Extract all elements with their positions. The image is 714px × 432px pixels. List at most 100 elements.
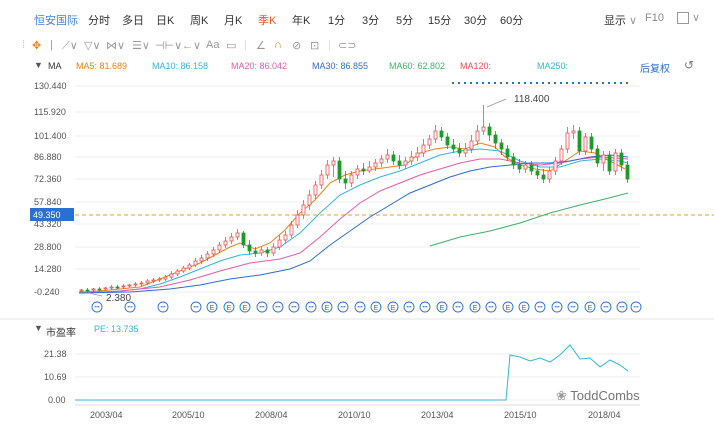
fibonacci-tool-icon[interactable]: ☰∨ — [132, 40, 150, 52]
candle-body — [229, 236, 234, 242]
hide-drawings-icon[interactable]: ⊘ — [292, 40, 302, 52]
f10-button[interactable]: F10 — [645, 12, 664, 24]
earnings-event-icon[interactable] — [469, 301, 481, 313]
candle-body — [361, 168, 366, 172]
ma60-line — [429, 192, 629, 247]
ma250-value: MA250: — [537, 61, 569, 71]
comment-tool-icon[interactable]: ▭ — [226, 40, 237, 52]
line-tool-icon[interactable]: ⟋∨ — [62, 40, 78, 52]
news-event-icon[interactable] — [272, 301, 284, 313]
layout-dropdown[interactable]: ∨ — [677, 11, 701, 25]
event-glyph: ••• — [422, 305, 428, 311]
news-event-icon[interactable] — [124, 301, 136, 313]
pe-tick: 10.69 — [44, 372, 67, 382]
news-event-icon[interactable] — [567, 301, 579, 313]
tab-intraday[interactable]: 分时 — [88, 15, 110, 27]
crosshair-move-icon[interactable]: ✥ — [32, 40, 42, 52]
news-event-icon[interactable] — [256, 301, 268, 313]
tab-15min[interactable]: 15分 — [428, 15, 452, 27]
earnings-event-icon[interactable] — [584, 301, 596, 313]
earnings-event-icon[interactable] — [223, 301, 235, 313]
candle-body — [553, 160, 558, 172]
link-icon[interactable]: ⊂⊃ — [338, 40, 357, 52]
earnings-event-icon[interactable] — [206, 301, 218, 313]
tab-60min[interactable]: 60分 — [500, 15, 524, 27]
news-event-icon[interactable] — [157, 301, 169, 313]
tool-divider: | — [328, 39, 331, 51]
event-glyph: ••• — [127, 305, 133, 311]
arrow-tool-icon[interactable]: ←∨ — [182, 40, 202, 52]
event-markers: ••• ••• ••• ••• E E E ••• ••• ••• ••• E ••• ••• E E ••• •… — [91, 301, 642, 313]
news-event-icon[interactable] — [485, 301, 497, 313]
earnings-event-icon[interactable] — [518, 301, 530, 313]
chevron-down-icon: ∨ — [689, 12, 701, 24]
candle-body — [487, 126, 492, 136]
news-event-icon[interactable] — [190, 301, 202, 313]
refresh-icon[interactable]: ↺ — [684, 58, 695, 72]
event-glyph: E — [506, 305, 511, 312]
tab-daily-k[interactable]: 日K — [156, 15, 175, 27]
news-event-icon[interactable] — [551, 301, 563, 313]
trash-icon[interactable]: ⊡ — [310, 40, 320, 52]
range-tool-icon[interactable]: ⊣⊢∨ — [155, 40, 183, 52]
collapse-triangle-icon[interactable]: ▼ — [34, 323, 43, 333]
event-glyph: E — [473, 305, 478, 312]
collapse-triangle-icon[interactable]: ▼ — [34, 60, 43, 70]
wave-tool-icon[interactable]: ⋈∨ — [106, 40, 126, 52]
tab-1min[interactable]: 1分 — [328, 15, 346, 27]
candle-body — [391, 154, 396, 162]
news-event-icon[interactable] — [600, 301, 612, 313]
stock-name: 恒安国际 — [34, 15, 78, 27]
adjust-dropdown[interactable]: 后复权 — [640, 64, 670, 75]
display-dropdown[interactable]: 显示 ∨ — [604, 12, 637, 28]
tab-multi-day[interactable]: 多日 — [122, 15, 144, 27]
earnings-event-icon[interactable] — [502, 301, 514, 313]
news-event-icon[interactable] — [419, 301, 431, 313]
candle-body — [433, 130, 438, 140]
tab-30min[interactable]: 30分 — [464, 15, 488, 27]
candle-body — [355, 168, 360, 176]
earnings-event-icon[interactable] — [370, 301, 382, 313]
event-glyph: ••• — [308, 305, 314, 311]
angle-tool-icon[interactable]: ∠ — [256, 40, 266, 52]
price-tick: -0.240 — [34, 287, 60, 297]
pe-label: 市盈率 — [46, 328, 76, 339]
earnings-event-icon[interactable] — [436, 301, 448, 313]
text-tool[interactable]: Aa — [206, 39, 220, 51]
news-event-icon[interactable] — [337, 301, 349, 313]
magnet-icon[interactable]: ∩ — [274, 39, 282, 51]
earnings-event-icon[interactable] — [321, 301, 333, 313]
event-glyph: ••• — [357, 305, 363, 311]
tab-3min[interactable]: 3分 — [362, 15, 380, 27]
candle-body — [103, 287, 108, 290]
candle-body — [379, 158, 384, 164]
news-event-icon[interactable] — [534, 301, 546, 313]
news-event-icon[interactable] — [452, 301, 464, 313]
high-marker-leader — [486, 98, 507, 108]
news-event-icon[interactable] — [305, 301, 317, 313]
tab-yearly-k[interactable]: 年K — [292, 15, 311, 27]
news-event-icon[interactable] — [91, 301, 103, 313]
ma20-line — [78, 156, 629, 294]
news-event-icon[interactable] — [616, 301, 628, 313]
tab-monthly-k[interactable]: 月K — [224, 15, 243, 27]
news-event-icon[interactable] — [403, 301, 415, 313]
ma10-value: MA10: 86.158 — [152, 61, 209, 71]
news-event-icon[interactable] — [288, 301, 300, 313]
tab-5min[interactable]: 5分 — [396, 15, 414, 27]
drawing-toolbar: ⁞ ✥ | ⟋∨ ▽∨ ⋈∨ ☰∨ ⊣⊢∨ ←∨ Aa ▭ | ∠ ∩ ⊘ ⊡ … — [0, 38, 714, 56]
earnings-event-icon[interactable] — [387, 301, 399, 313]
candle-body — [133, 283, 138, 286]
candle-body — [211, 249, 216, 255]
tab-quarterly-k[interactable]: 季K — [258, 15, 277, 27]
news-event-icon[interactable] — [630, 301, 642, 313]
candle-body — [589, 136, 594, 150]
channel-tool-icon[interactable]: ▽∨ — [84, 40, 101, 52]
candle-body — [235, 232, 240, 238]
kline-chart[interactable]: 130.440 115.920 101.400 86.880 72.360 57… — [0, 75, 714, 432]
tab-weekly-k[interactable]: 周K — [190, 15, 209, 27]
drag-handle-icon[interactable]: ⁞ — [22, 39, 26, 51]
period-tab-bar: 恒安国际 分时 多日 日K 周K 月K 季K 年K 1分 3分 5分 15分 3… — [0, 0, 714, 38]
news-event-icon[interactable] — [354, 301, 366, 313]
earnings-event-icon[interactable] — [239, 301, 251, 313]
